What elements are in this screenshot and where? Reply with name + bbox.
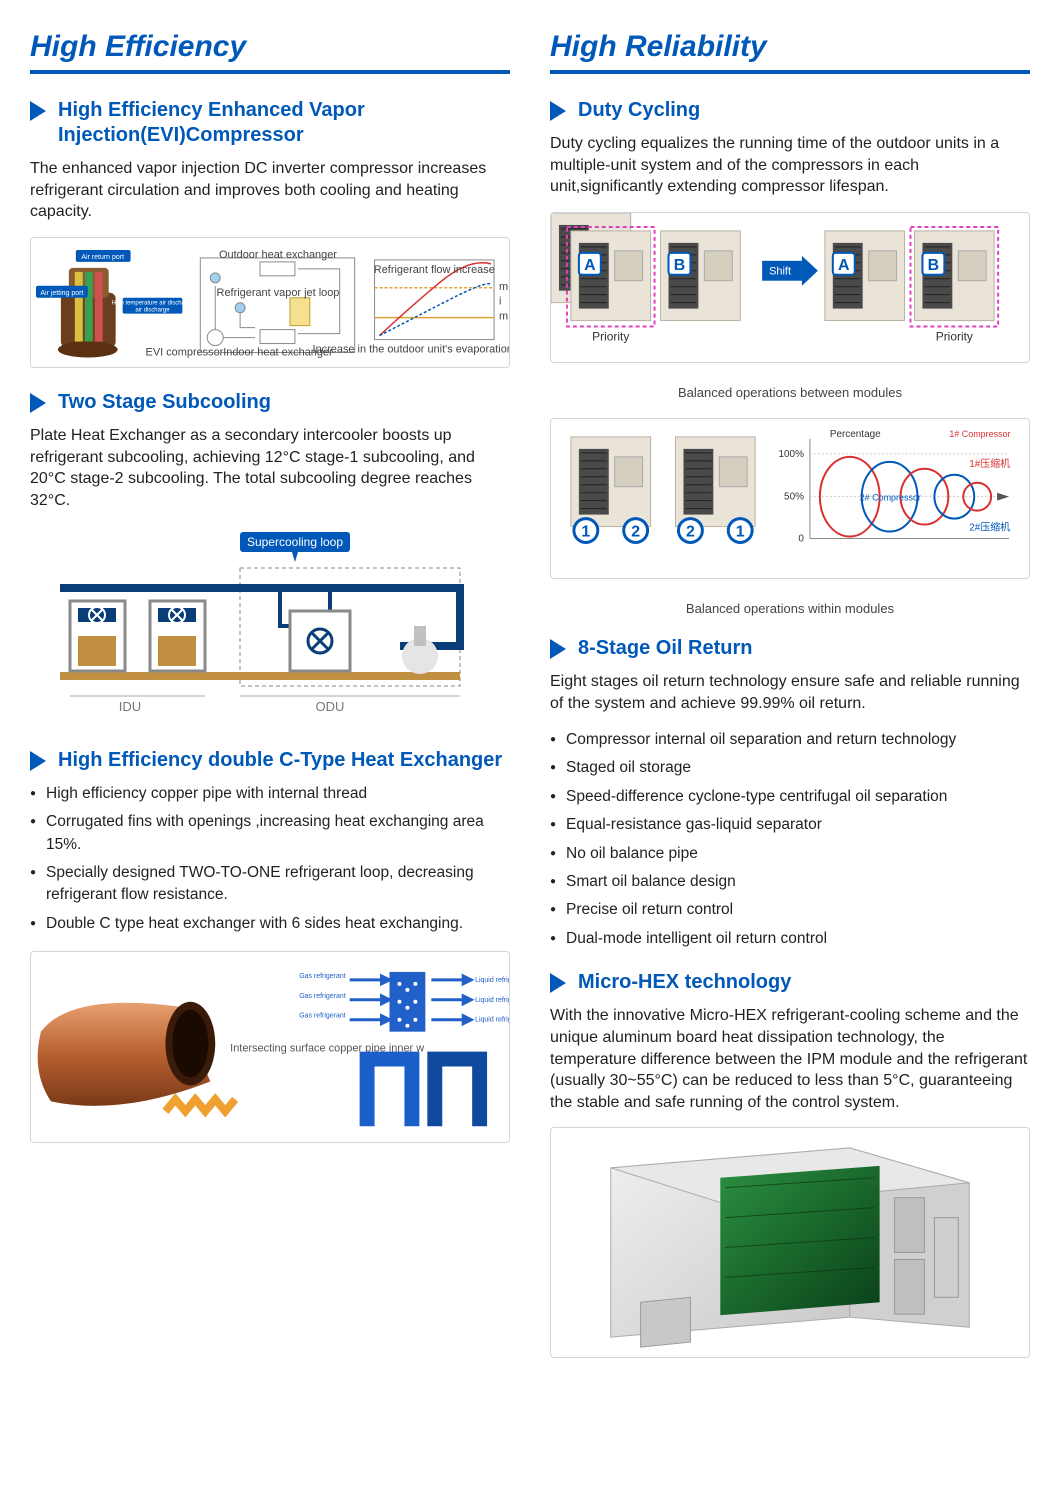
svg-text:Gas refrigerant: Gas refrigerant <box>299 973 346 980</box>
svg-text:m+i: m+i <box>499 281 509 293</box>
svg-text:Priority: Priority <box>936 329 973 343</box>
bullet: No oil balance pipe <box>550 843 1030 865</box>
subhead-ctype-text: High Efficiency double C-Type Heat Excha… <box>58 748 502 773</box>
svg-text:A: A <box>584 257 596 274</box>
svg-text:Air return port: Air return port <box>81 254 124 261</box>
svg-text:100%: 100% <box>779 449 805 460</box>
subhead-duty: Duty Cycling <box>550 98 1030 123</box>
subhead-oil: 8-Stage Oil Return <box>550 636 1030 661</box>
subcool-body: Plate Heat Exchanger as a secondary inte… <box>30 425 510 511</box>
svg-text:Gas refrigerant: Gas refrigerant <box>299 1013 346 1020</box>
triangle-icon <box>550 101 566 121</box>
bullet: Dual-mode intelligent oil return control <box>550 928 1030 950</box>
subhead-micro-text: Micro-HEX technology <box>578 970 791 995</box>
svg-text:50%: 50% <box>784 492 804 503</box>
bullet: Compressor internal oil separation and r… <box>550 729 1030 751</box>
bullet: Double C type heat exchanger with 6 side… <box>30 913 510 935</box>
evi-body: The enhanced vapor injection DC inverter… <box>30 158 510 223</box>
bullet: Specially designed TWO-TO-ONE refrigeran… <box>30 862 510 907</box>
duty-caption-1: Balanced operations between modules <box>550 385 1030 400</box>
svg-text:m: m <box>499 310 508 322</box>
svg-text:0: 0 <box>798 534 804 545</box>
svg-text:Liquid refrigerant: Liquid refrigerant <box>475 997 509 1004</box>
triangle-icon <box>30 393 46 413</box>
heading-efficiency: High Efficiency <box>30 30 510 74</box>
svg-text:IDU: IDU <box>119 699 141 714</box>
svg-text:2: 2 <box>686 524 695 541</box>
ctype-bullets: High efficiency copper pipe with interna… <box>30 783 510 936</box>
subhead-ctype: High Efficiency double C-Type Heat Excha… <box>30 748 510 773</box>
duty-figure-2: 1 2 2 1 100% 50% 0 Percentage <box>550 418 1030 579</box>
svg-text:2# Compressor: 2# Compressor <box>860 493 921 503</box>
subhead-subcool: Two Stage Subcooling <box>30 390 510 415</box>
bullet: Precise oil return control <box>550 899 1030 921</box>
duty-body: Duty cycling equalizes the running time … <box>550 133 1030 198</box>
svg-text:1# Compressor: 1# Compressor <box>949 429 1010 439</box>
subhead-duty-text: Duty Cycling <box>578 98 700 123</box>
subhead-evi: High Efficiency Enhanced Vapor Injection… <box>30 98 510 148</box>
triangle-icon <box>30 101 46 121</box>
subcool-figure: Supercooling loop <box>30 526 510 726</box>
bullet: Staged oil storage <box>550 757 1030 779</box>
triangle-icon <box>550 639 566 659</box>
bullet: Equal-resistance gas-liquid separator <box>550 814 1030 836</box>
micro-body: With the innovative Micro-HEX refrigeran… <box>550 1005 1030 1113</box>
svg-text:Refrigerant flow increase: Refrigerant flow increase <box>374 264 495 276</box>
svg-text:A: A <box>838 257 850 274</box>
evi-figure: Air return port Air jetting port High te… <box>30 237 510 368</box>
micro-figure <box>550 1127 1030 1358</box>
svg-text:ODU: ODU <box>316 699 345 714</box>
duty-figure-1: A B A B Shift Priority Priority <box>550 212 1030 363</box>
right-column: High Reliability Duty Cycling Duty cycli… <box>550 30 1030 1380</box>
svg-text:Refrigerant vapor jet loop: Refrigerant vapor jet loop <box>217 287 340 299</box>
heading-reliability: High Reliability <box>550 30 1030 74</box>
left-column: High Efficiency High Efficiency Enhanced… <box>30 30 510 1380</box>
subhead-subcool-text: Two Stage Subcooling <box>58 390 271 415</box>
svg-text:1#压缩机: 1#压缩机 <box>969 457 1010 470</box>
svg-text:i: i <box>499 295 501 307</box>
svg-text:Liquid refrigerant: Liquid refrigerant <box>475 1017 509 1024</box>
bullet: High efficiency copper pipe with interna… <box>30 783 510 805</box>
ctype-figure: Intersecting surface copper pipe inner w… <box>30 951 510 1142</box>
svg-text:Increase in the outdoor unit's: Increase in the outdoor unit's evaporati… <box>313 343 509 355</box>
triangle-icon <box>550 973 566 993</box>
svg-text:Shift: Shift <box>769 266 791 278</box>
svg-text:B: B <box>674 257 686 274</box>
subhead-micro: Micro-HEX technology <box>550 970 1030 995</box>
svg-text:1: 1 <box>581 524 590 541</box>
svg-text:Priority: Priority <box>592 329 629 343</box>
oil-body: Eight stages oil return technology ensur… <box>550 671 1030 714</box>
svg-text:Outdoor heat exchanger: Outdoor heat exchanger <box>219 249 337 261</box>
bullet: Corrugated fins with openings ,increasin… <box>30 811 510 856</box>
oil-bullets: Compressor internal oil separation and r… <box>550 729 1030 951</box>
svg-text:2#压缩机: 2#压缩机 <box>969 521 1010 534</box>
svg-text:air discharge: air discharge <box>135 307 170 313</box>
svg-text:Air jetting port: Air jetting port <box>40 290 83 297</box>
svg-text:2: 2 <box>631 524 640 541</box>
bullet: Speed-difference cyclone-type centrifuga… <box>550 786 1030 808</box>
svg-text:High temperature air discharge: High temperature air discharge <box>112 300 195 306</box>
svg-text:Percentage: Percentage <box>830 429 881 440</box>
svg-text:1: 1 <box>736 524 745 541</box>
svg-text:Supercooling loop: Supercooling loop <box>247 535 343 549</box>
svg-text:B: B <box>928 257 940 274</box>
bullet: Smart oil balance design <box>550 871 1030 893</box>
svg-text:Liquid refrigerant: Liquid refrigerant <box>475 977 509 984</box>
triangle-icon <box>30 751 46 771</box>
svg-text:Gas refrigerant: Gas refrigerant <box>299 993 346 1000</box>
duty-caption-2: Balanced operations within modules <box>550 601 1030 616</box>
subhead-oil-text: 8-Stage Oil Return <box>578 636 752 661</box>
subhead-evi-text: High Efficiency Enhanced Vapor Injection… <box>58 98 510 148</box>
